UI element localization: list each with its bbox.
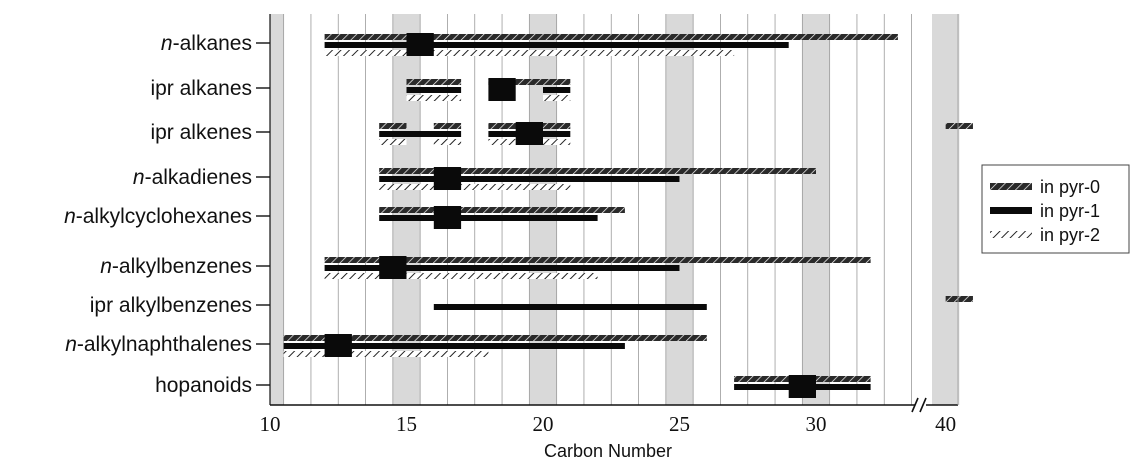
bar-overlap-block	[515, 122, 543, 145]
bar-pyr0	[406, 79, 462, 85]
bar-overlap-block	[379, 256, 407, 279]
category-label: n-alkylcyclohexanes	[64, 205, 252, 228]
x-tick-label: 25	[669, 412, 690, 436]
bar-overlap-block	[406, 33, 434, 56]
bar-pyr0	[379, 168, 816, 174]
bar-overlap-block	[788, 375, 816, 398]
x-tick-labels: 10 15 20 25 30 40	[260, 412, 957, 436]
shaded-column-40	[932, 14, 960, 405]
bar-pyr0	[379, 123, 407, 129]
legend-label-pyr0: in pyr-0	[1040, 177, 1100, 197]
bar-pyr0	[945, 123, 973, 129]
bar-pyr0	[324, 257, 871, 263]
bar-overlap-block	[433, 167, 462, 190]
x-tick-label: 40	[935, 412, 956, 436]
bar-pyr1	[379, 215, 598, 221]
category-label: hopanoids	[155, 374, 252, 397]
category-label: ipr alkenes	[150, 121, 252, 144]
bar-pyr1	[406, 87, 462, 93]
bar-pyr0	[945, 296, 973, 302]
bar-pyr2	[324, 50, 735, 56]
bar-overlap-block	[488, 78, 516, 101]
x-tick-label: 30	[806, 412, 827, 436]
bar-pyr0	[488, 79, 571, 85]
bar-pyr0	[379, 207, 625, 213]
category-label: ipr alkanes	[150, 77, 252, 100]
bar-pyr1	[433, 304, 707, 310]
bar-pyr2	[379, 184, 571, 190]
x-axis-title: Carbon Number	[544, 441, 672, 461]
bar-pyr2	[283, 351, 489, 357]
bar-pyr2	[406, 95, 462, 101]
bar-pyr0	[324, 34, 898, 40]
legend: in pyr-0 in pyr-1 in pyr-2	[981, 164, 1130, 254]
bar-pyr1	[379, 176, 680, 182]
category-label: n-alkylbenzenes	[100, 255, 252, 278]
bar-pyr1	[283, 343, 625, 349]
shaded-column-30	[802, 14, 830, 405]
category-labels: n-alkanes ipr alkanes ipr alkenes n-alkadie…	[64, 32, 270, 397]
axis-break-mark	[911, 397, 919, 413]
bars	[283, 33, 973, 398]
x-tick-label: 10	[260, 412, 281, 436]
bar-pyr2	[543, 95, 571, 101]
legend-swatch-pyr0	[990, 183, 1032, 190]
bar-pyr2	[379, 139, 407, 145]
bar-overlap-block	[433, 206, 462, 229]
legend-swatch-pyr1	[990, 207, 1032, 214]
bar-pyr0	[433, 123, 462, 129]
bar-overlap-block	[324, 334, 352, 357]
axis-break-mark	[919, 397, 927, 413]
x-tick-label: 20	[533, 412, 554, 436]
category-label: n-alkadienes	[133, 166, 252, 189]
bar-pyr2	[433, 139, 462, 145]
bar-pyr1	[379, 131, 462, 137]
shaded-column-25	[665, 14, 694, 405]
bar-pyr1	[543, 87, 571, 93]
shaded-column-10	[270, 14, 284, 405]
legend-swatch-pyr2	[990, 231, 1032, 238]
bar-pyr2	[324, 273, 598, 279]
category-label: n-alkylnaphthalenes	[65, 333, 252, 356]
category-label: ipr alkylbenzenes	[90, 294, 252, 317]
x-tick-label: 15	[396, 412, 417, 436]
category-label: n-alkanes	[161, 32, 252, 55]
bar-pyr1	[324, 42, 789, 48]
legend-label-pyr1: in pyr-1	[1040, 201, 1100, 221]
plot-frame	[269, 14, 959, 413]
bar-pyr1	[324, 265, 680, 271]
bar-pyr0	[283, 335, 707, 341]
legend-label-pyr2: in pyr-2	[1040, 225, 1100, 245]
